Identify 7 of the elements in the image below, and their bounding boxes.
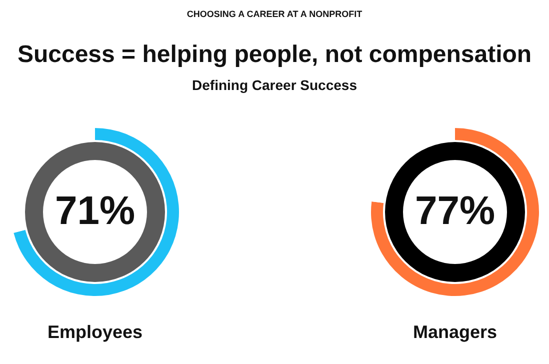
text: CHOOSING A CAREER AT A NONPROFIT bbox=[186, 9, 363, 19]
text: Managers bbox=[412, 322, 498, 342]
text: Employees bbox=[47, 322, 143, 342]
text: Success = helping people, not compensation bbox=[17, 41, 532, 68]
text: Defining Career Success bbox=[192, 77, 358, 93]
text: 77% bbox=[414, 189, 496, 233]
text: 71% bbox=[54, 189, 136, 233]
